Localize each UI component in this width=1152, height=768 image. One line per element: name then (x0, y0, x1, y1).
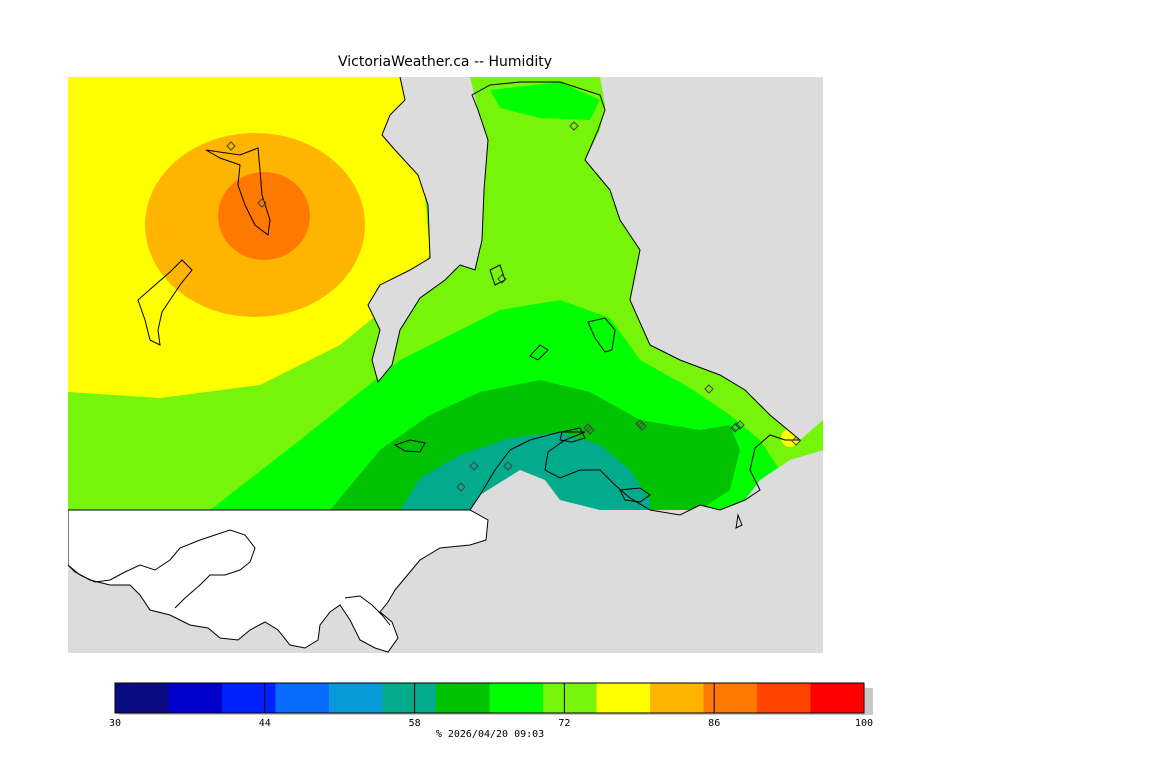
contour-band-teal (400, 432, 650, 510)
legend-frame (114, 682, 865, 714)
station-marker (226, 141, 236, 151)
station-markers (226, 121, 801, 492)
timestamp-label: % 2026/04/20 09:03 (435, 729, 545, 740)
legend-tick-label: 100 (855, 718, 873, 729)
legend-tick-label: 72 (558, 718, 570, 729)
station-marker (469, 461, 479, 471)
station-marker (257, 198, 267, 208)
legend-color-box (596, 683, 651, 713)
legend-color-box (810, 683, 865, 713)
legend-tick-label: 30 (109, 718, 121, 729)
station-marker (735, 420, 745, 430)
station-marker (791, 436, 801, 446)
legend-color-box (115, 683, 169, 713)
legend-color-box (222, 683, 276, 713)
legend-color-box (489, 683, 544, 713)
station-marker (503, 461, 513, 471)
legend-color-box (436, 683, 490, 713)
station-marker (730, 423, 740, 433)
station-marker (637, 421, 647, 431)
legend-color-box (275, 683, 330, 713)
map-title: VictoriaWeather.ca -- Humidity (337, 54, 552, 70)
legend-ticks: 30 44 58 72 86 100 (109, 683, 873, 729)
legend-color-box (329, 683, 383, 713)
station-marker (704, 384, 714, 394)
station-marker (497, 274, 507, 284)
station-marker (456, 482, 466, 492)
station-marker (569, 121, 579, 131)
coastlines (68, 77, 802, 626)
legend-color-box (703, 683, 758, 713)
legend-color-box (382, 683, 437, 713)
legend-tick-label: 44 (259, 718, 271, 729)
legend-color-box (543, 683, 597, 713)
lake-outline (205, 147, 271, 236)
legend-tick-label: 58 (409, 718, 421, 729)
station-marker (585, 425, 595, 435)
legend-color-box (757, 683, 811, 713)
legend-color-box (650, 683, 704, 713)
legend-color-boxes (114, 682, 865, 714)
legend-tick-label: 86 (708, 718, 720, 729)
humidity-field (68, 77, 823, 510)
legend-color-box (168, 683, 223, 713)
